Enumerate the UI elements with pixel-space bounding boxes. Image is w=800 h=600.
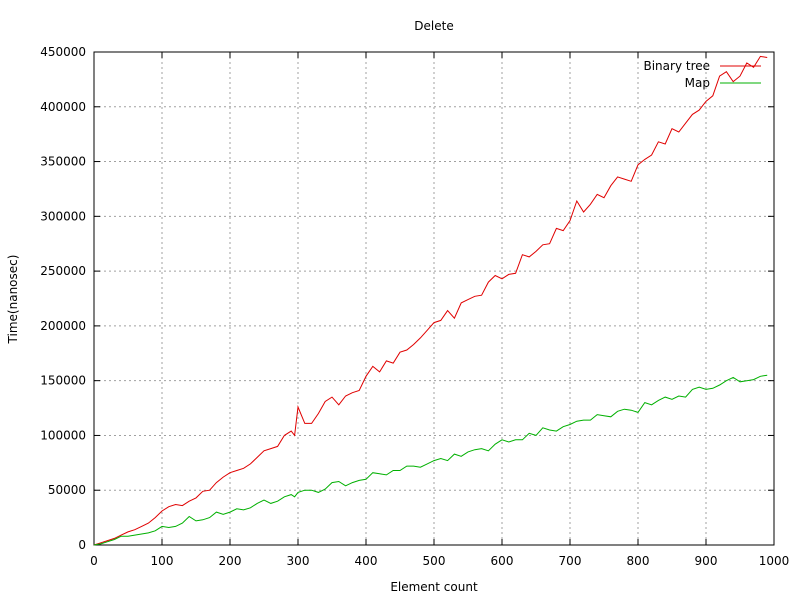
x-tick-label: 500 (423, 554, 446, 568)
y-tick-label: 250000 (40, 264, 86, 278)
y-tick-label: 450000 (40, 45, 86, 59)
legend-label: Map (685, 76, 710, 90)
x-axis-label: Element count (390, 580, 478, 594)
x-tick-label: 0 (90, 554, 98, 568)
y-tick-label: 400000 (40, 100, 86, 114)
x-tick-label: 600 (491, 554, 514, 568)
y-tick-label: 100000 (40, 428, 86, 442)
y-tick-label: 0 (78, 538, 86, 552)
legend-label: Binary tree (643, 59, 710, 73)
y-axis-label: Time(nanosec) (6, 255, 20, 345)
y-tick-label: 200000 (40, 319, 86, 333)
x-tick-label: 400 (355, 554, 378, 568)
chart-title: Delete (414, 19, 453, 33)
ticks: 0 100 200 300 400 500 600 700 800 900 1000 0 50000 10… (40, 45, 789, 568)
x-tick-label: 800 (627, 554, 650, 568)
x-tick-label: 900 (695, 554, 718, 568)
x-tick-label: 700 (559, 554, 582, 568)
x-tick-label: 1000 (759, 554, 790, 568)
x-tick-label: 100 (151, 554, 174, 568)
grid (94, 52, 774, 545)
y-tick-label: 50000 (48, 483, 86, 497)
series-line-0 (93, 55, 768, 546)
y-tick-label: 350000 (40, 155, 86, 169)
legend: Binary tree Map (643, 59, 761, 90)
y-tick-label: 150000 (40, 374, 86, 388)
series (93, 55, 768, 546)
series-line-1 (93, 374, 768, 546)
x-tick-label: 300 (287, 554, 310, 568)
x-tick-label: 200 (219, 554, 242, 568)
y-tick-label: 300000 (40, 209, 86, 223)
